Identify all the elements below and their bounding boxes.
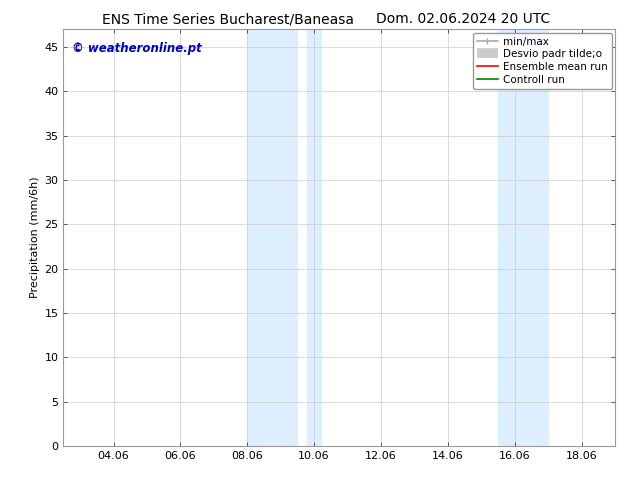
Text: ENS Time Series Bucharest/Baneasa: ENS Time Series Bucharest/Baneasa xyxy=(102,12,354,26)
Bar xyxy=(247,29,297,446)
Bar xyxy=(307,29,321,446)
Bar xyxy=(498,29,548,446)
Text: © weatheronline.pt: © weatheronline.pt xyxy=(72,42,202,55)
Legend: min/max, Desvio padr tilde;o, Ensemble mean run, Controll run: min/max, Desvio padr tilde;o, Ensemble m… xyxy=(473,32,612,89)
Y-axis label: Precipitation (mm/6h): Precipitation (mm/6h) xyxy=(30,177,40,298)
Text: Dom. 02.06.2024 20 UTC: Dom. 02.06.2024 20 UTC xyxy=(376,12,550,26)
